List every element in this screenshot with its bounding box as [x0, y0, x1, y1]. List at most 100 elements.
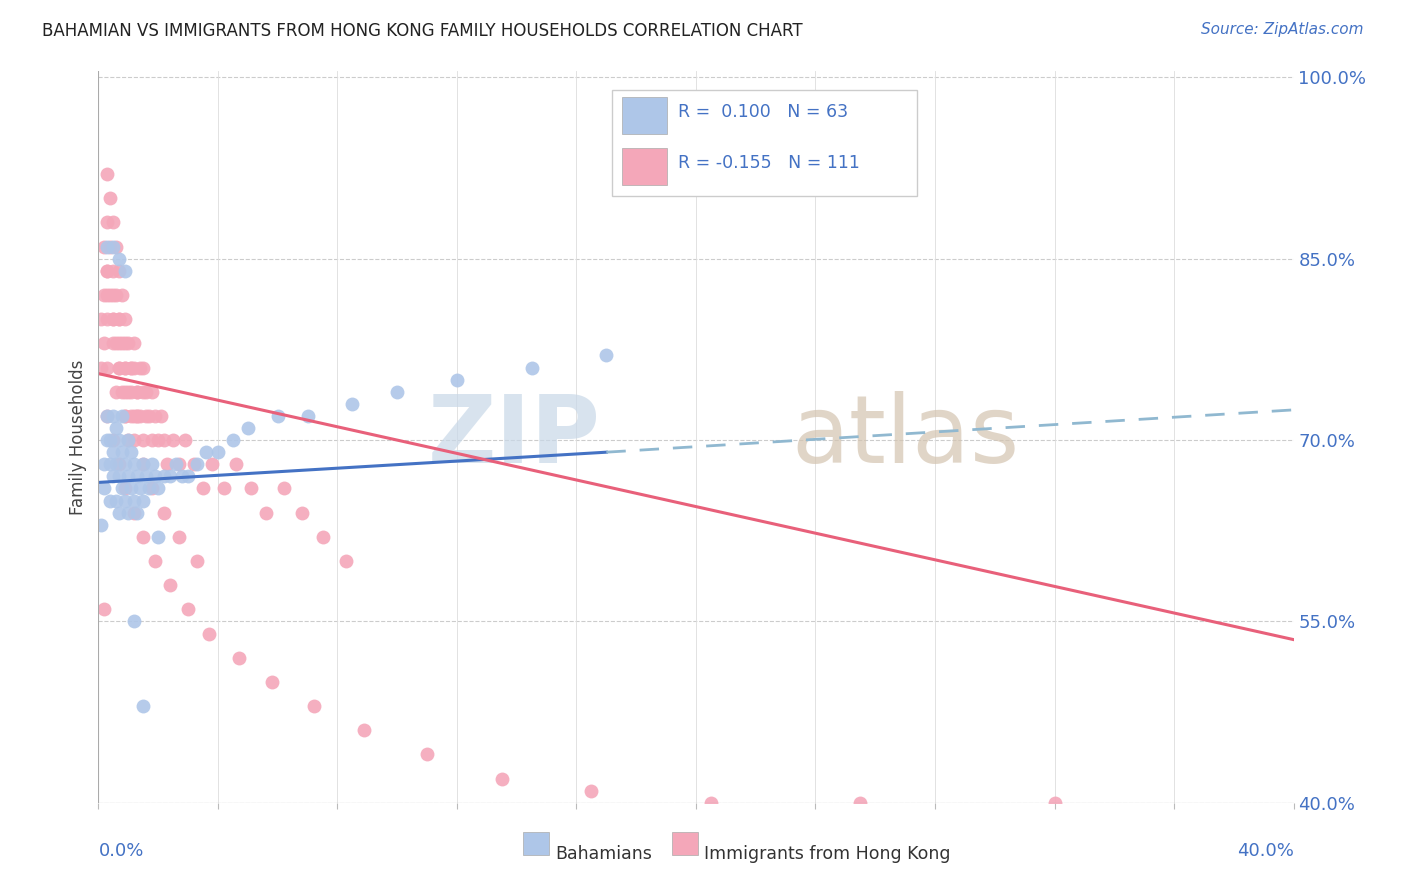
Point — [114, 360, 136, 375]
Point — [207, 445, 229, 459]
Point — [96, 240, 118, 254]
Point — [267, 409, 290, 423]
Point — [124, 493, 146, 508]
Point — [254, 506, 277, 520]
Point — [212, 482, 235, 496]
Point — [105, 493, 128, 508]
Point — [93, 240, 115, 254]
Point — [103, 445, 125, 459]
Point — [342, 397, 364, 411]
Point — [111, 384, 134, 399]
Point — [156, 457, 179, 471]
Point — [93, 602, 115, 616]
Point — [114, 336, 136, 351]
Point — [127, 384, 149, 399]
Point — [117, 433, 139, 447]
Point — [700, 796, 723, 810]
Point — [353, 723, 375, 738]
Point — [96, 264, 118, 278]
Point — [150, 409, 173, 423]
Point — [127, 469, 149, 483]
Point — [172, 469, 194, 483]
Point — [148, 482, 170, 496]
Point — [111, 409, 134, 423]
Point — [132, 457, 155, 471]
Point — [98, 457, 122, 471]
Bar — [672, 832, 699, 855]
Point — [105, 457, 128, 471]
Point — [297, 409, 319, 423]
Point — [96, 360, 118, 375]
Point — [132, 530, 155, 544]
Point — [124, 506, 146, 520]
Point — [96, 433, 118, 447]
Point — [153, 433, 176, 447]
Point — [103, 264, 125, 278]
Text: atlas: atlas — [792, 391, 1019, 483]
Point — [311, 530, 333, 544]
Point — [108, 312, 131, 326]
Point — [141, 457, 163, 471]
Point — [167, 457, 190, 471]
Point — [108, 312, 131, 326]
Point — [177, 469, 200, 483]
Point — [108, 469, 131, 483]
Point — [446, 373, 468, 387]
Point — [491, 772, 513, 786]
Point — [143, 554, 166, 568]
Point — [98, 191, 122, 205]
Point — [138, 409, 160, 423]
Point — [108, 264, 131, 278]
Point — [105, 421, 128, 435]
Point — [96, 409, 118, 423]
Point — [595, 349, 617, 363]
Point — [302, 699, 325, 714]
Point — [111, 288, 134, 302]
Point — [849, 796, 872, 810]
Point — [117, 506, 139, 520]
Point — [132, 699, 155, 714]
Point — [260, 674, 283, 689]
Point — [90, 312, 112, 326]
Point — [108, 252, 131, 266]
Point — [135, 469, 157, 483]
Point — [93, 482, 115, 496]
Point — [114, 264, 136, 278]
Point — [96, 215, 118, 229]
Point — [108, 360, 131, 375]
Point — [117, 469, 139, 483]
Point — [127, 506, 149, 520]
Point — [120, 384, 142, 399]
Point — [191, 482, 214, 496]
Text: BAHAMIAN VS IMMIGRANTS FROM HONG KONG FAMILY HOUSEHOLDS CORRELATION CHART: BAHAMIAN VS IMMIGRANTS FROM HONG KONG FA… — [42, 22, 803, 40]
Point — [291, 506, 314, 520]
Point — [132, 433, 155, 447]
Point — [108, 506, 131, 520]
Point — [120, 409, 142, 423]
Y-axis label: Family Households: Family Households — [69, 359, 87, 515]
Point — [103, 409, 125, 423]
Point — [103, 215, 125, 229]
Point — [127, 409, 149, 423]
Point — [96, 409, 118, 423]
Point — [103, 336, 125, 351]
Text: R = -0.155   N = 111: R = -0.155 N = 111 — [678, 154, 860, 172]
Point — [108, 433, 131, 447]
Point — [132, 493, 155, 508]
Point — [93, 336, 115, 351]
Point — [228, 650, 250, 665]
Point — [132, 360, 155, 375]
Point — [138, 482, 160, 496]
Point — [153, 506, 176, 520]
Point — [105, 240, 128, 254]
Point — [186, 554, 208, 568]
Point — [165, 457, 187, 471]
Point — [195, 445, 218, 459]
Point — [335, 554, 357, 568]
Point — [108, 336, 131, 351]
Point — [98, 493, 122, 508]
Point — [124, 336, 146, 351]
Point — [90, 517, 112, 532]
Point — [135, 384, 157, 399]
Text: 40.0%: 40.0% — [1237, 842, 1294, 860]
